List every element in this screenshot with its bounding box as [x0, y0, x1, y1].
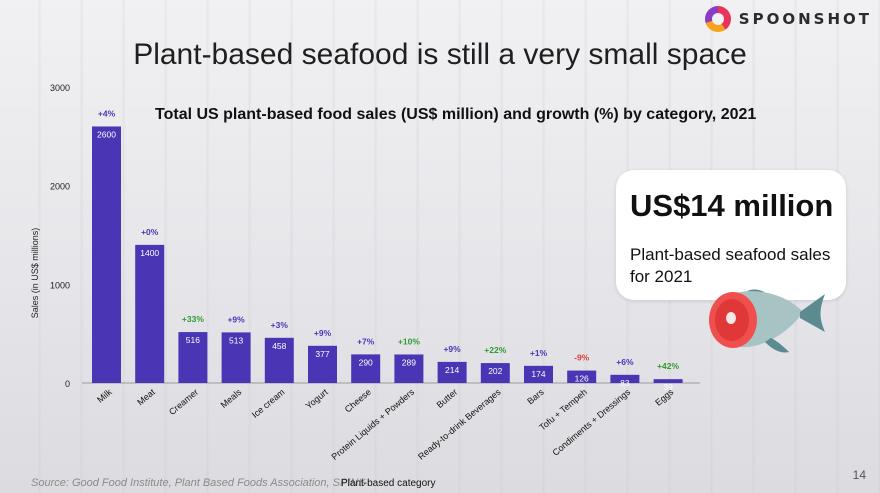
- y-tick-label: 0: [65, 379, 70, 389]
- y-tick-label: 2000: [50, 182, 70, 192]
- bar-value-label: 377: [315, 349, 329, 359]
- chart-title: Total US plant-based food sales (US$ mil…: [155, 106, 757, 123]
- slide-title: Plant-based seafood is still a very smal…: [133, 38, 747, 71]
- growth-label: +4%: [98, 108, 116, 118]
- category-label: Meat: [135, 387, 157, 408]
- growth-label: +7%: [357, 336, 375, 346]
- bar-12: [567, 370, 597, 383]
- callout-description: Plant-based seafood sales for 2021: [630, 245, 831, 286]
- bar-7: [351, 354, 381, 383]
- category-label: Yogurt: [304, 387, 330, 411]
- callout-card: US$14 million Plant-based seafood sales …: [616, 170, 846, 300]
- bar-value-label: 458: [272, 341, 286, 351]
- category-label: Cheese: [343, 387, 373, 415]
- bar-value-label: 83: [620, 378, 630, 388]
- bar-1: [92, 126, 121, 383]
- growth-label: +10%: [398, 336, 420, 346]
- bar-14: [653, 379, 683, 383]
- category-label: Condiments + Dressings: [550, 387, 632, 458]
- growth-label: +33%: [182, 314, 204, 324]
- bar-value-label: 39: [663, 382, 673, 392]
- bar-value-label: 1400: [140, 248, 159, 258]
- callout-value: US$14 million: [630, 188, 834, 223]
- growth-label: +6%: [616, 357, 634, 367]
- bar-6: [308, 345, 337, 383]
- category-label: Milk: [95, 387, 114, 405]
- x-axis-title: Plant-based category: [341, 478, 436, 489]
- bar-value-label: 214: [445, 365, 459, 375]
- source-note: Source: Good Food Institute, Plant Based…: [31, 477, 366, 489]
- bar-11: [524, 365, 553, 383]
- y-tick-label: 1000: [50, 280, 70, 290]
- bar-8: [394, 354, 424, 383]
- category-label: Protein Liquids + Powders: [329, 387, 416, 462]
- page-number: 14: [852, 468, 866, 482]
- growth-label: +0%: [141, 227, 159, 237]
- bar-value-label: 2600: [97, 129, 116, 139]
- brand-name: SPOONSHOT: [738, 10, 872, 28]
- bar-3: [178, 332, 208, 383]
- growth-label: +22%: [484, 345, 506, 355]
- bar-10: [480, 363, 510, 383]
- spoonshot-logo-icon: [704, 6, 731, 32]
- bar-2: [135, 244, 165, 383]
- fish-icon: [709, 289, 825, 353]
- category-label: Meals: [219, 387, 244, 410]
- bar-value-label: 513: [229, 335, 243, 345]
- growth-label: +1%: [530, 348, 548, 358]
- growth-label: +9%: [443, 344, 461, 354]
- bar-value-label: 202: [488, 366, 502, 376]
- bar-value-label: 174: [531, 369, 545, 379]
- category-label: Butter: [435, 387, 460, 410]
- category-label: Ready-to-drink Beverages: [416, 387, 503, 462]
- category-label: Bars: [525, 387, 546, 407]
- bar-value-label: 126: [575, 374, 589, 384]
- bar-value-label: 516: [186, 335, 200, 345]
- bar-value-label: 290: [359, 357, 373, 367]
- category-label: Ice cream: [250, 387, 287, 420]
- growth-label: -9%: [574, 353, 590, 363]
- bar-4: [221, 332, 251, 383]
- bar-value-label: 289: [402, 357, 416, 367]
- growth-label: +3%: [271, 320, 289, 330]
- category-label: Creamer: [167, 387, 200, 417]
- brand-logo: SPOONSHOT: [704, 6, 872, 32]
- growth-label: +42%: [657, 361, 679, 371]
- bar-9: [437, 361, 467, 383]
- growth-label: +9%: [314, 328, 332, 338]
- y-axis-title: Sales (in US$ millions): [30, 228, 40, 319]
- bar-5: [264, 337, 294, 383]
- bar-13: [610, 374, 640, 383]
- growth-label: +9%: [227, 314, 245, 324]
- y-tick-label: 3000: [50, 83, 70, 93]
